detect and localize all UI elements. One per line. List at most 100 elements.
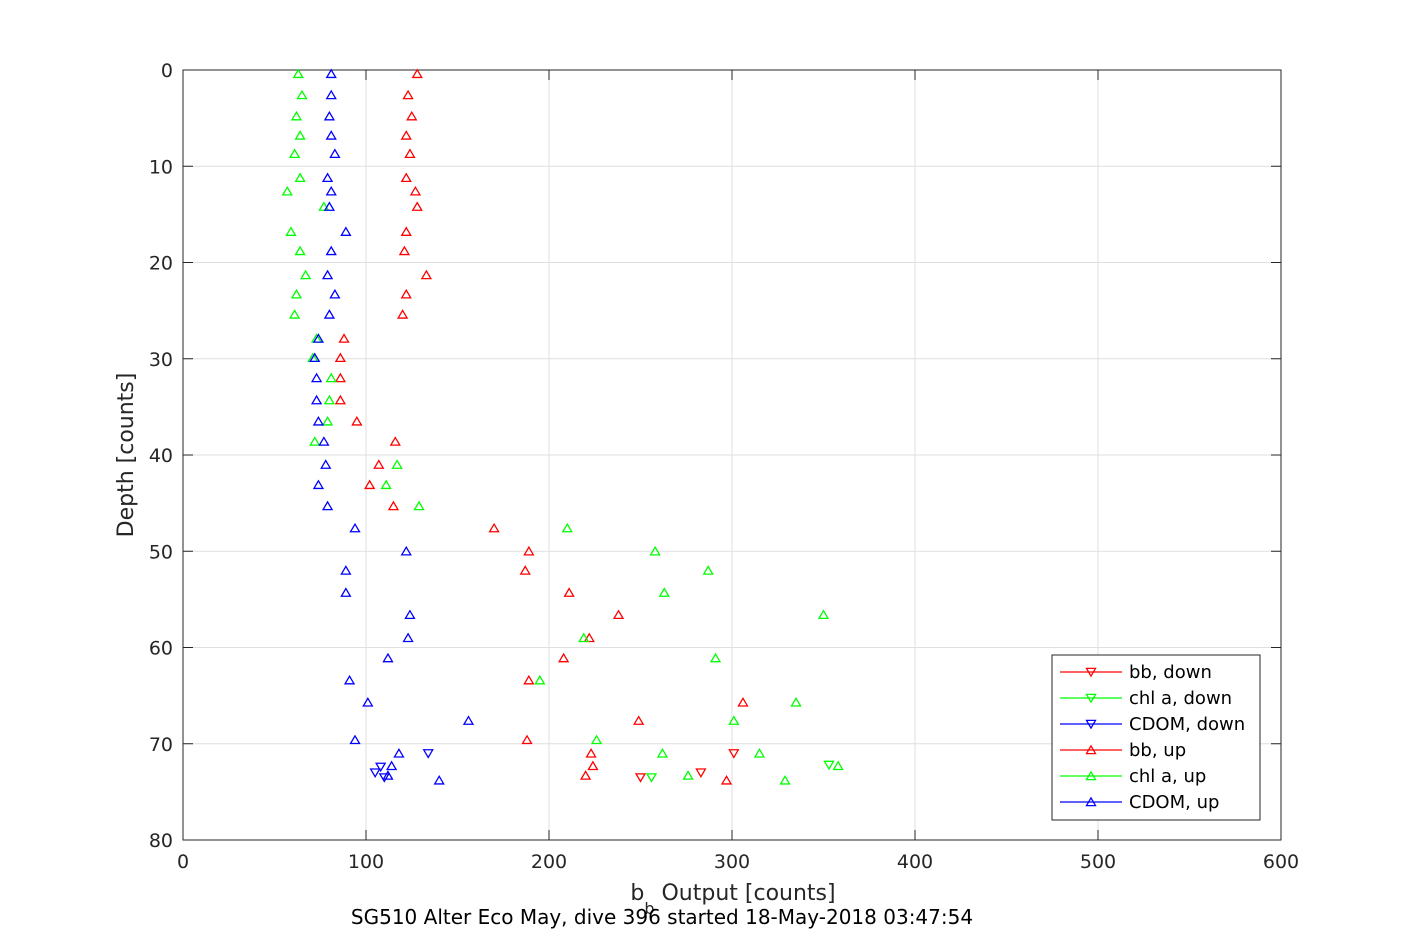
- data-point: [338, 333, 350, 343]
- data-point: [433, 774, 445, 785]
- legend-item: bb, down: [1060, 662, 1212, 683]
- series-chl-a-up: [281, 68, 844, 785]
- legend-label: chl a, down: [1129, 688, 1232, 709]
- data-point: [334, 352, 347, 363]
- y-tick-label: 60: [149, 638, 173, 660]
- legend-item: CDOM, down: [1060, 714, 1245, 735]
- data-point: [523, 545, 535, 556]
- data-point: [320, 459, 332, 469]
- data-point: [645, 773, 658, 783]
- data-point: [309, 436, 321, 446]
- data-point: [387, 500, 400, 511]
- data-point: [340, 565, 352, 575]
- data-point: [321, 172, 334, 183]
- axis-ticks: 0 100 200 300 400 500 600 0 10 20 30 40 50 60 70 80: [149, 60, 1299, 873]
- y-tick-label: 30: [149, 349, 173, 371]
- data-point: [340, 226, 352, 236]
- data-point: [720, 774, 733, 785]
- series-bb-up: [334, 68, 749, 785]
- data-point: [404, 609, 416, 620]
- data-points: [281, 68, 844, 785]
- data-point: [310, 372, 323, 383]
- data-point: [406, 110, 418, 121]
- data-point: [523, 674, 535, 685]
- data-point: [583, 632, 595, 643]
- legend-item: CDOM, up: [1060, 792, 1219, 813]
- x-tick-label: 400: [897, 851, 933, 873]
- x-axis-label: bb Output [counts]: [630, 881, 835, 918]
- series-chl-a-down: [645, 760, 835, 783]
- data-point: [329, 288, 341, 299]
- legend-label: bb, down: [1129, 662, 1212, 683]
- legend-item: bb, up: [1060, 740, 1186, 761]
- data-point: [285, 226, 297, 236]
- data-point: [318, 201, 330, 211]
- y-tick-label: 50: [149, 541, 173, 563]
- legend-marker: [1085, 770, 1097, 781]
- data-point: [385, 760, 398, 771]
- data-point: [411, 201, 423, 211]
- legend: bb, down chl a, down CDOM, down bb, up chl a…: [1051, 654, 1261, 821]
- data-point: [290, 288, 303, 299]
- data-point: [393, 748, 405, 758]
- data-point: [299, 269, 312, 280]
- data-point: [737, 697, 749, 707]
- data-point: [373, 459, 385, 469]
- legend-label: chl a, up: [1129, 766, 1206, 787]
- data-point: [375, 762, 387, 773]
- data-point: [521, 734, 533, 745]
- data-point: [400, 130, 412, 140]
- data-point: [411, 68, 423, 79]
- data-point: [325, 185, 337, 196]
- data-point: [349, 734, 361, 745]
- data-point: [633, 715, 645, 725]
- y-axis-label: Depth [counts]: [114, 373, 139, 538]
- data-point: [288, 309, 301, 319]
- data-point: [404, 148, 416, 158]
- data-point: [281, 185, 293, 196]
- legend-marker: [1085, 667, 1097, 678]
- figure-caption: SG510 Alter Eco May, dive 396 started 18…: [351, 905, 973, 929]
- data-point: [823, 760, 835, 771]
- data-point: [340, 587, 352, 597]
- data-point: [323, 110, 336, 121]
- x-tick-label: 500: [1080, 851, 1116, 873]
- data-point: [329, 148, 341, 158]
- x-axis-label-subscript: b: [644, 899, 654, 918]
- legend-marker: [1085, 744, 1097, 755]
- data-point: [409, 185, 422, 196]
- data-point: [343, 674, 356, 685]
- data-point: [634, 773, 647, 783]
- data-point: [294, 245, 306, 256]
- data-point: [323, 201, 336, 211]
- data-point: [779, 774, 791, 785]
- data-point: [351, 415, 363, 426]
- data-point: [323, 394, 336, 405]
- data-point: [362, 697, 374, 707]
- data-point: [488, 522, 500, 533]
- data-point: [364, 479, 376, 490]
- data-point: [323, 309, 336, 319]
- data-point: [702, 565, 714, 575]
- data-point: [312, 415, 325, 426]
- data-point: [398, 245, 411, 256]
- data-point: [334, 394, 347, 405]
- y-tick-label: 0: [161, 60, 173, 82]
- data-point: [400, 545, 412, 556]
- data-point: [290, 110, 303, 121]
- data-point: [558, 652, 570, 663]
- x-tick-label: 200: [531, 851, 567, 873]
- y-tick-label: 80: [149, 830, 173, 852]
- data-point: [817, 609, 830, 620]
- series-cdom-down: [369, 749, 434, 783]
- data-point: [378, 773, 390, 783]
- data-point: [534, 674, 546, 685]
- data-point: [321, 269, 334, 280]
- data-point: [728, 749, 740, 759]
- data-point: [422, 749, 434, 759]
- data-point: [656, 748, 669, 758]
- data-point: [519, 565, 531, 575]
- x-tick-label: 300: [714, 851, 750, 873]
- data-point: [413, 500, 425, 511]
